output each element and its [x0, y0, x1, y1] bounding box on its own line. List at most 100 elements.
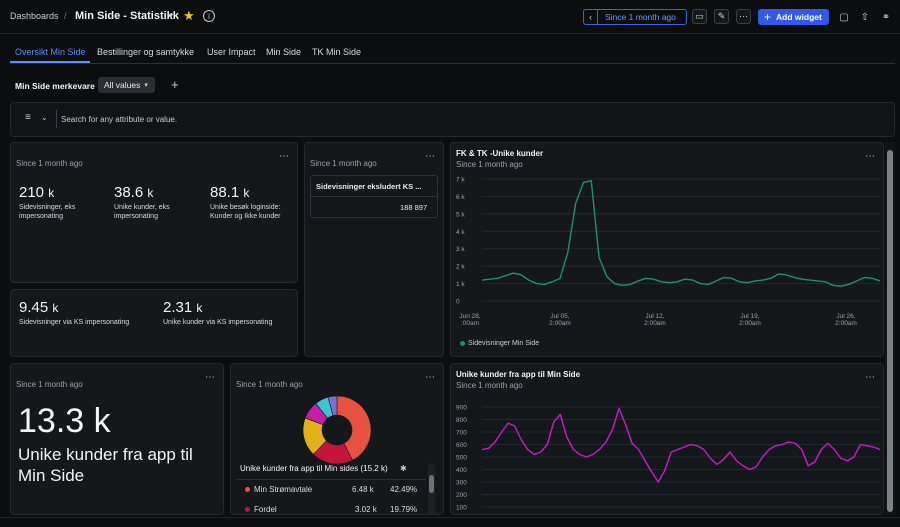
legend-item-name[interactable]: Min Strømavtale	[254, 485, 313, 494]
search-input[interactable]: Search for any attribute or value.	[61, 115, 178, 124]
since-label: Since 1 month ago	[456, 381, 523, 390]
legend-item-value: 6.48 k	[352, 485, 374, 494]
chevron-left-icon[interactable]: ‹	[584, 10, 598, 24]
chevron-down-icon[interactable]: ▾	[169, 11, 174, 20]
widget-menu-icon[interactable]: ⋯	[865, 372, 876, 383]
series-line[interactable]	[481, 180, 881, 287]
y-tick-label: 200	[456, 492, 467, 499]
add-widget-button[interactable]: + Add widget	[758, 9, 829, 25]
y-tick-label: 800	[456, 417, 467, 424]
tabs-divider	[10, 63, 895, 64]
more-options-icon[interactable]: ⋯	[736, 9, 751, 24]
page-title[interactable]: Min Side - Statistikk	[75, 10, 179, 22]
since-label: Since 1 month ago	[16, 159, 83, 168]
x-tick-label: Jun 28,	[459, 313, 481, 320]
chevron-down-icon: ▾	[144, 82, 148, 89]
widget-menu-icon[interactable]: ⋯	[425, 151, 436, 162]
filter-icon[interactable]: ≡	[25, 112, 31, 123]
x-tick-label: 2:00am	[549, 320, 571, 327]
series-line[interactable]	[481, 407, 881, 483]
y-tick-label: 700	[456, 430, 467, 437]
y-tick-label: 7 k	[456, 177, 465, 184]
since-label: Since 1 month ago	[16, 380, 83, 389]
since-label: Since 1 month ago	[236, 380, 303, 389]
x-tick-label: 2:00am	[739, 320, 761, 327]
billboard-widget-app	[10, 363, 224, 515]
metric-value: 210 k	[19, 184, 55, 201]
filter-select[interactable]: All values ▾	[98, 77, 155, 93]
legend-scrollbar-thumb[interactable]	[429, 475, 434, 493]
time-range-picker[interactable]: ‹ Since 1 month ago	[583, 9, 687, 25]
tab-oversikt-min-side[interactable]: Oversikt Min Side	[15, 47, 86, 57]
x-tick-label: :00am	[461, 320, 479, 327]
plus-icon: +	[764, 10, 772, 24]
y-tick-label: 1 k	[456, 281, 465, 288]
legend-title: Unike kunder fra app til Min sides (15.2…	[240, 464, 388, 473]
x-tick-label: Jul 26,	[836, 313, 855, 320]
filter-label: Min Side merkevare	[15, 81, 95, 91]
tab-bestillinger-og-samtykke[interactable]: Bestillinger og samtykke	[97, 47, 195, 57]
metric-value: 88.1 k	[210, 184, 250, 201]
legend-label[interactable]: Sidevisninger Min Side	[468, 340, 540, 347]
legend-item-name[interactable]: Fordel	[254, 505, 277, 514]
tab-min-side[interactable]: Min Side	[266, 47, 302, 57]
widget-menu-icon[interactable]: ⋯	[205, 372, 216, 383]
since-label: Since 1 month ago	[310, 159, 377, 168]
bottom-edge	[0, 517, 900, 527]
pie-chart-widget	[230, 363, 444, 515]
line-chart-widget-fk-tk	[450, 142, 884, 357]
metric-value: 2.31 k	[163, 299, 203, 316]
widget-menu-icon[interactable]: ⋯	[425, 372, 436, 383]
table-header[interactable]: Sidevisninger eksludert KS ...	[316, 182, 422, 191]
line-chart-widget-app	[450, 363, 884, 515]
tab-tk-min-side[interactable]: TK Min Side	[312, 47, 362, 57]
y-tick-label: 500	[456, 455, 467, 462]
widget-menu-icon[interactable]: ⋯	[865, 151, 876, 162]
y-tick-label: 5 k	[456, 211, 465, 218]
add-widget-label: Add widget	[776, 12, 822, 22]
edit-icon[interactable]: ✎	[714, 9, 729, 24]
billboard-widget-main	[10, 142, 298, 283]
legend-divider	[236, 479, 426, 480]
link-icon[interactable]: ⚭	[881, 11, 891, 23]
table-divider	[310, 196, 438, 197]
legend-swatch	[245, 487, 250, 492]
tab-user-impact[interactable]: User Impact	[207, 47, 256, 57]
info-icon[interactable]: i	[203, 10, 215, 22]
time-range-label: Since 1 month ago	[605, 12, 676, 22]
tv-mode-icon[interactable]: ▭	[692, 9, 707, 24]
x-tick-label: Jul 05,	[550, 313, 569, 320]
page-scrollbar-thumb[interactable]	[887, 150, 893, 512]
chart-title: FK & TK -Unike kunder	[456, 149, 544, 158]
metric-value: 38.6 k	[114, 184, 154, 201]
breadcrumb-dashboards[interactable]: Dashboards	[10, 11, 59, 21]
y-tick-label: 300	[456, 480, 467, 487]
active-tab-indicator	[10, 61, 90, 63]
breadcrumb-separator: /	[64, 11, 67, 21]
table-cell: 188 897	[400, 203, 428, 212]
widget-menu-icon[interactable]: ⋯	[279, 151, 290, 162]
metric-label: Unike kunder via KS impersonating	[163, 319, 273, 326]
legend-item-value: 3.02 k	[355, 505, 377, 514]
line-chart: 7 k 6 k 5 k 4 k 3 k 2 k 1 k 0 Jun 28,:00am Jul 05…	[456, 177, 881, 327]
metric-value: 9.45 k	[19, 299, 59, 316]
y-tick-label: 0	[456, 299, 460, 306]
chart-title: Unike kunder fra app til Min Side	[456, 370, 581, 379]
legend-swatch	[460, 341, 465, 346]
comment-icon[interactable]: ▢	[839, 11, 849, 23]
y-tick-label: 2 k	[456, 264, 465, 271]
metric-label: Unike besøk loginside: Kunder og Ikke ku…	[210, 204, 281, 220]
line-chart: 900 800 700 600 500 400 300 200 100	[456, 405, 881, 512]
share-icon[interactable]: ⇧	[860, 11, 870, 23]
legend-scrollbar[interactable]	[428, 463, 435, 515]
chevron-down-icon[interactable]: ⌄	[41, 113, 48, 122]
metric-label: Sidevisninger via KS impersonating	[19, 319, 130, 326]
filter-select-value: All values	[104, 80, 141, 90]
metric-label: Sidevisninger, eks impersonating	[19, 204, 76, 220]
add-filter-button[interactable]: +	[171, 77, 179, 92]
donut-slice[interactable]	[327, 395, 338, 416]
star-icon[interactable]: ★	[183, 8, 195, 23]
metric-label: Unike kunder, eks impersonating	[114, 204, 170, 220]
legend-item-pct: 19.79%	[390, 505, 418, 514]
donut-slice[interactable]	[336, 395, 372, 461]
